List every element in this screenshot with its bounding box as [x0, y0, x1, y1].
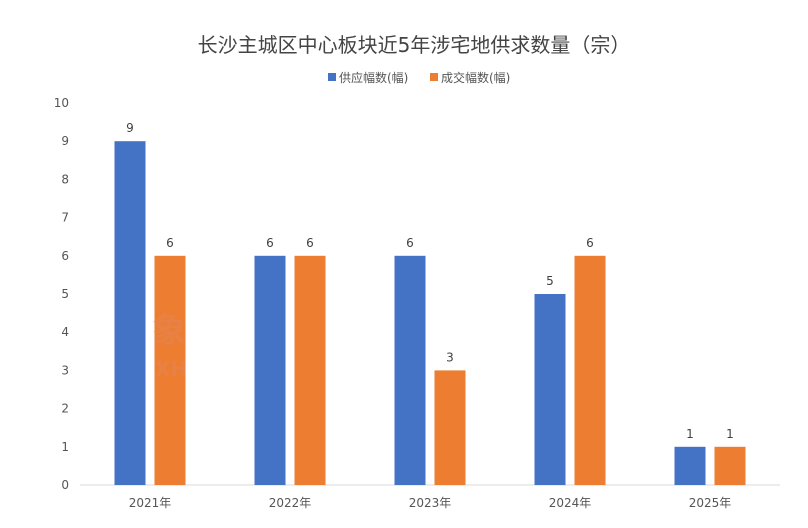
bar-supply-2	[394, 255, 426, 485]
data-label: 1	[686, 427, 694, 441]
x-tick-label: 2024年	[549, 496, 592, 510]
y-tick-label: 1	[61, 440, 69, 454]
data-label: 6	[266, 236, 274, 250]
data-label: 6	[166, 236, 174, 250]
bar-deal-4	[714, 446, 746, 485]
x-tick-label: 2021年	[129, 496, 172, 510]
bar-deal-2	[434, 370, 466, 485]
data-label: 1	[726, 427, 734, 441]
y-tick-label: 7	[61, 211, 69, 225]
x-tick-label: 2025年	[689, 496, 732, 510]
chart-title: 长沙主城区中心板块近5年涉宅地供求数量（宗）	[198, 33, 631, 57]
y-tick-label: 9	[61, 134, 69, 148]
y-tick-label: 8	[61, 172, 69, 186]
bar-deal-1	[294, 255, 326, 485]
y-tick-label: 5	[61, 287, 69, 301]
data-label: 9	[126, 121, 134, 135]
legend: 供应幅数(幅) 成交幅数(幅)	[328, 70, 510, 85]
y-tick-label: 3	[61, 363, 69, 377]
bar-supply-1	[254, 255, 286, 485]
legend-label-supply: 供应幅数(幅)	[339, 70, 408, 85]
legend-swatch-deal	[430, 73, 438, 81]
bar-supply-0	[114, 141, 146, 485]
watermark: 象 XH	[152, 311, 187, 381]
y-tick-label: 0	[61, 478, 69, 492]
watermark-letters: XH	[155, 357, 187, 381]
data-label: 6	[586, 236, 594, 250]
x-tick-label: 2022年	[269, 496, 312, 510]
watermark-glyph: 象	[152, 311, 186, 351]
bar-supply-3	[534, 294, 566, 485]
y-tick-label: 10	[54, 96, 69, 110]
y-axis-ticks: 0 1 2 3 4 5 6 7 8 9 10	[54, 96, 69, 492]
x-tick-label: 2023年	[409, 496, 452, 510]
data-label: 6	[406, 236, 414, 250]
bar-supply-4	[674, 446, 706, 485]
bar-deal-3	[574, 255, 606, 485]
y-tick-label: 2	[61, 402, 69, 416]
legend-swatch-supply	[328, 73, 336, 81]
data-label: 3	[446, 350, 454, 364]
y-tick-label: 6	[61, 249, 69, 263]
data-label: 5	[546, 274, 554, 288]
bar-deal-0	[154, 255, 186, 485]
data-label: 6	[306, 236, 314, 250]
y-tick-label: 4	[61, 325, 69, 339]
bars: 9 6 6 6 6 3 5 6 1 1	[114, 121, 746, 485]
x-axis-ticks: 2021年 2022年 2023年 2024年 2025年	[129, 496, 732, 510]
legend-label-deal: 成交幅数(幅)	[441, 70, 510, 85]
